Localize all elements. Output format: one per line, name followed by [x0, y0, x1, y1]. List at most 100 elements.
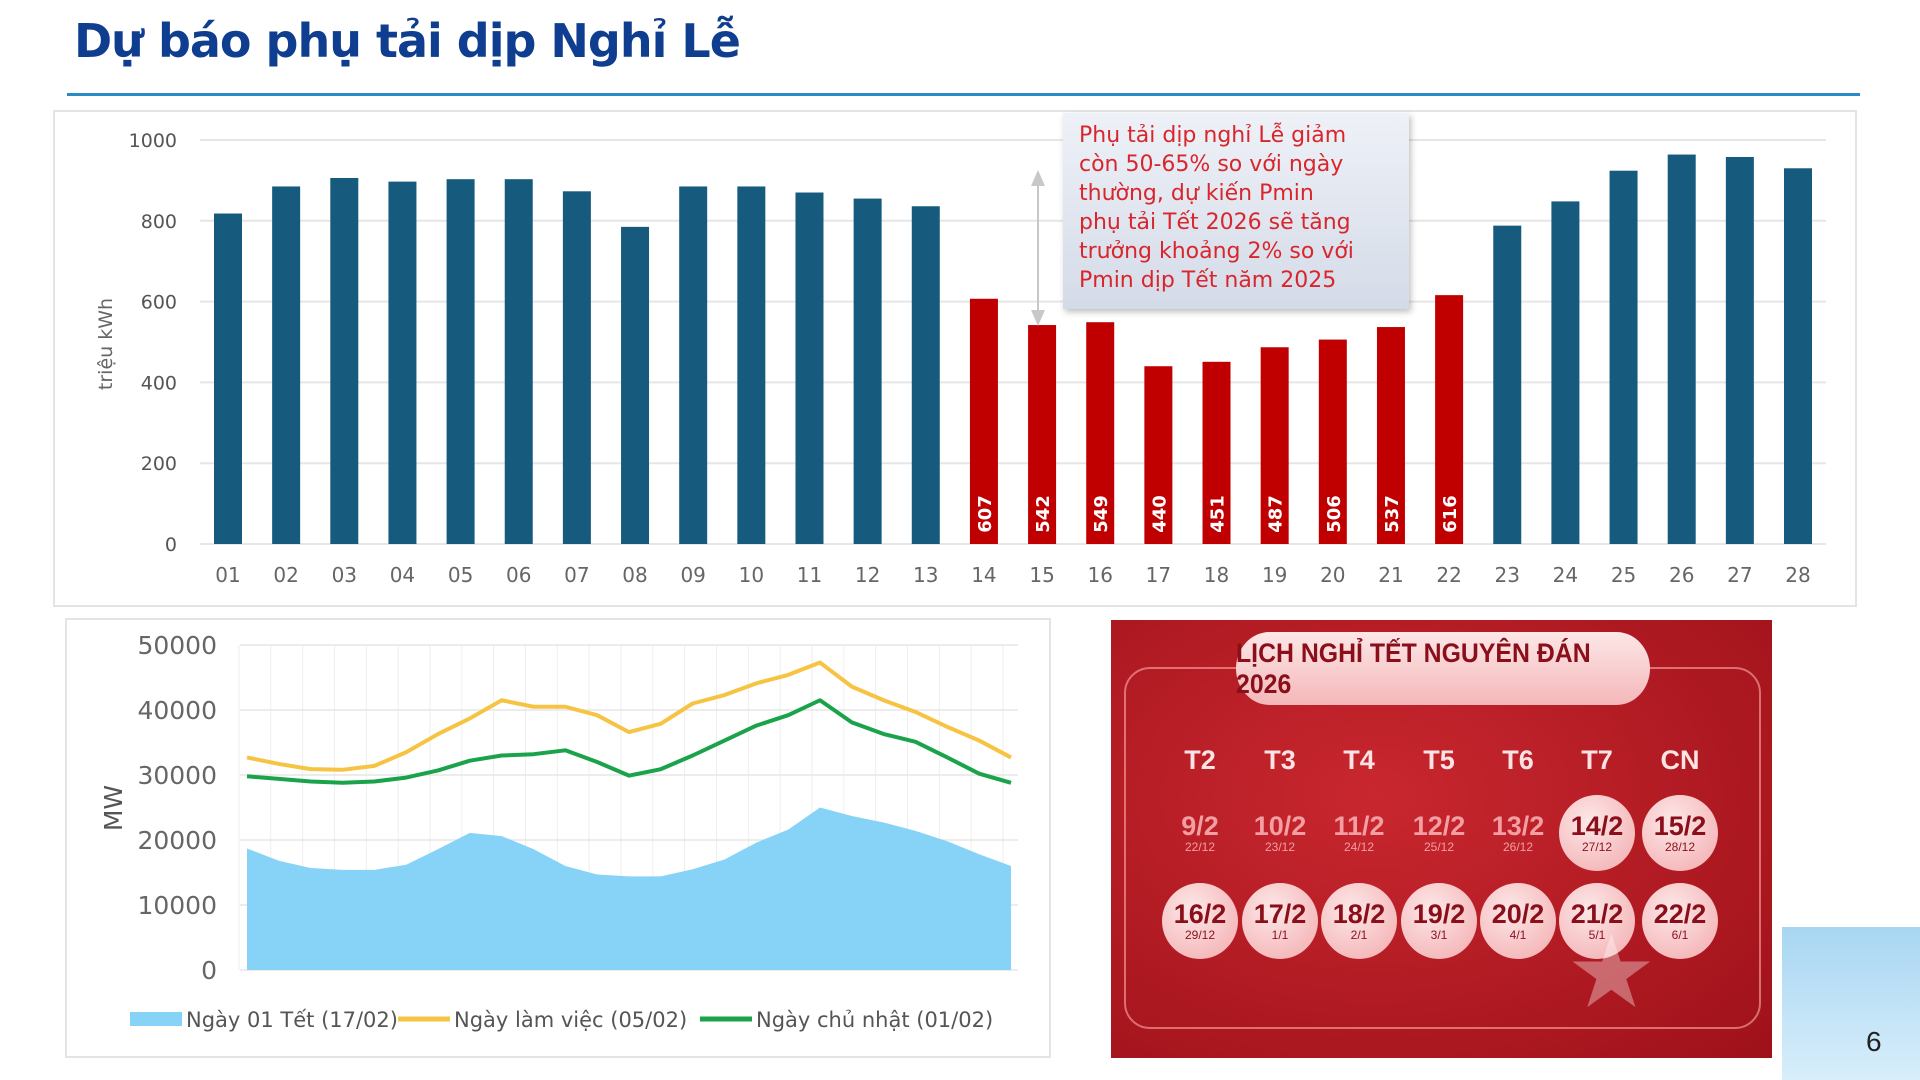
weekday-header: T4	[1343, 745, 1375, 775]
solar-date: 19/2	[1412, 899, 1466, 929]
bar	[1318, 339, 1347, 544]
weekday-header: CN	[1660, 745, 1700, 775]
holiday-day-cell: 19/2 3/1	[1401, 883, 1477, 959]
calendar-title: LỊCH NGHỈ TẾT NGUYÊN ĐÁN 2026	[1236, 632, 1650, 705]
holiday-day-cell: 14/2 27/12	[1559, 795, 1635, 871]
x-tick-label: 15	[1029, 563, 1054, 587]
bar	[1086, 322, 1115, 544]
bar	[1435, 295, 1464, 544]
solar-date: 12/2	[1412, 811, 1466, 841]
solar-date: 11/2	[1333, 811, 1385, 841]
bar	[1202, 361, 1231, 544]
y-tick-label: 800	[141, 211, 177, 233]
bar	[1144, 366, 1173, 544]
annotation-line: phụ tải Tết 2026 sẽ tăng	[1079, 210, 1351, 235]
x-tick-label: 22	[1436, 563, 1461, 587]
watermark-logo: ★	[1571, 923, 1652, 1023]
lunar-date: 4/1	[1509, 928, 1527, 942]
x-tick-label: 06	[506, 563, 531, 587]
solar-date: 13/2	[1491, 811, 1545, 841]
holiday-day-cell: 17/2 1/1	[1242, 883, 1318, 959]
data-label: 537	[1382, 495, 1403, 533]
lunar-date: 6/1	[1671, 928, 1689, 942]
bar	[737, 186, 766, 544]
x-tick-label: 28	[1785, 563, 1810, 587]
day-cell: 11/2 24/12	[1321, 795, 1397, 871]
bar	[388, 181, 417, 544]
bar	[1725, 156, 1754, 544]
data-label: 451	[1208, 495, 1229, 533]
y-tick-label: 400	[141, 372, 177, 394]
x-tick-label: 16	[1087, 563, 1112, 587]
annotation-callout: Phụ tải dịp nghỉ Lễ giảm còn 50-65% so v…	[1063, 113, 1409, 309]
lunar-date: 2/1	[1350, 928, 1368, 942]
holiday-day-cell: 20/2 4/1	[1480, 883, 1556, 959]
annotation-line: còn 50-65% so với ngày	[1079, 152, 1344, 177]
x-tick-label: 05	[448, 563, 473, 587]
data-label: 542	[1033, 495, 1054, 533]
solar-date: 17/2	[1253, 899, 1307, 929]
x-tick-label: 11	[797, 563, 822, 587]
x-tick-label: 23	[1495, 563, 1520, 587]
holiday-day-cell: 21/2 5/1	[1559, 883, 1635, 959]
x-tick-label: 07	[564, 563, 589, 587]
x-tick-label: 12	[855, 563, 880, 587]
series-line	[246, 698, 1012, 785]
data-label: 440	[1149, 495, 1170, 533]
bar	[1493, 225, 1522, 544]
annotation-line: trưởng khoảng 2% so với	[1079, 239, 1354, 264]
bar	[853, 198, 882, 544]
x-tick-label: 01	[215, 563, 240, 587]
series-line	[246, 660, 1012, 772]
lunar-date: 1/1	[1271, 928, 1289, 942]
legend-label: Ngày làm việc (05/02)	[454, 1008, 687, 1032]
bar	[330, 177, 359, 544]
legend-swatch	[130, 1012, 182, 1026]
bar	[214, 213, 242, 544]
bar	[1028, 325, 1057, 544]
y-tick-label: 0	[165, 534, 177, 556]
x-tick-label: 03	[332, 563, 357, 587]
y-tick-label: 600	[141, 292, 177, 314]
bar	[1784, 168, 1812, 544]
y-tick-label: 20000	[137, 826, 217, 855]
bar	[911, 206, 940, 545]
bar	[1376, 327, 1405, 544]
annotation-line: thường, dự kiến Pmin	[1079, 181, 1314, 206]
y-tick-label: 10000	[137, 891, 217, 920]
data-label: 487	[1266, 495, 1287, 533]
lunar-date: 25/12	[1423, 840, 1455, 854]
y-tick-label: 30000	[137, 761, 217, 790]
data-label: 506	[1324, 495, 1345, 533]
day-cell: 10/2 23/12	[1242, 795, 1318, 871]
x-tick-label: 21	[1378, 563, 1403, 587]
solar-date: 15/2	[1653, 811, 1707, 841]
arrow-head-down	[1031, 310, 1045, 326]
solar-date: 10/2	[1253, 811, 1307, 841]
bar	[1260, 347, 1289, 544]
x-tick-label: 09	[680, 563, 705, 587]
lunar-date: 27/12	[1581, 840, 1613, 854]
title-divider	[67, 93, 1860, 96]
solar-date: 20/2	[1491, 899, 1545, 929]
x-tick-label: 04	[390, 563, 415, 587]
x-tick-label: 10	[739, 563, 764, 587]
y-axis-label: MW	[99, 785, 128, 831]
y-tick-label: 0	[201, 956, 217, 985]
solar-date: 16/2	[1173, 899, 1227, 929]
weekday-header: T2	[1184, 745, 1216, 775]
x-tick-label: 18	[1204, 563, 1229, 587]
bar	[1551, 201, 1580, 544]
x-tick-label: 17	[1146, 563, 1171, 587]
weekday-header: T7	[1581, 745, 1613, 775]
y-axis-label: triệu kWh	[95, 298, 117, 390]
lunar-date: 3/1	[1430, 928, 1448, 942]
solar-date: 14/2	[1570, 811, 1624, 841]
bar-chart: 0 200 400 600 800 1000 triệu kWh 01 02 03 04 05 06 07…	[95, 130, 1826, 587]
bar	[562, 191, 591, 545]
legend-label: Ngày 01 Tết (17/02)	[186, 1008, 398, 1032]
x-tick-label: 14	[971, 563, 996, 587]
arrow-head-up	[1031, 170, 1045, 186]
holiday-day-cell: 16/2 29/12	[1162, 883, 1238, 959]
lunar-date: 29/12	[1184, 928, 1216, 942]
